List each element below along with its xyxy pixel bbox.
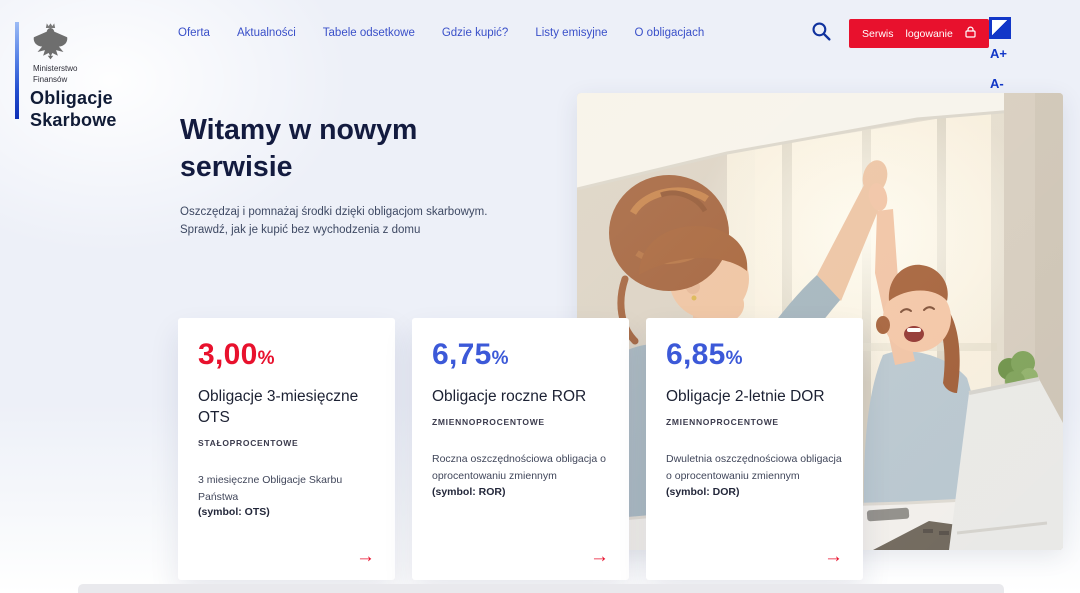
card-description: Roczna oszczędnościowa obligacja o oproc… (432, 452, 606, 483)
arrow-right-icon[interactable]: → (590, 546, 609, 567)
card-title: Obligacje roczne ROR (432, 388, 587, 405)
hero-subtitle: Oszczędzaj i pomnażaj środki dzięki obli… (180, 206, 488, 237)
nav-item-aktualnosci[interactable]: Aktualności (236, 27, 296, 39)
card-symbol: (symbol: OTS) (198, 506, 270, 519)
card-type-label: ZMIENNOPROCENTOWE (666, 416, 779, 427)
next-section-edge (78, 584, 1004, 593)
card-type-label: STAŁOPROCENTOWE (198, 437, 299, 448)
card-dor[interactable]: 6,85% Obligacje 2-letnie DOR ZMIENNOPROC… (646, 318, 863, 580)
card-type-label: ZMIENNOPROCENTOWE (432, 416, 545, 427)
rate-value: 3,00% (198, 338, 275, 371)
nav-item-o-obligacjach[interactable]: O obligacjach (634, 27, 705, 39)
padlock-icon (965, 26, 976, 41)
font-decrease-button[interactable]: A- (990, 76, 1020, 91)
page-title: Witamy w nowym serwisie (180, 114, 418, 184)
brand-title: Obligacje Skarbowe (30, 88, 117, 130)
card-description: 3 miesięczne Obligacje Skarbu Państwa (198, 473, 343, 504)
card-title: Obligacje 2-letnie DOR (666, 388, 825, 405)
card-ots[interactable]: 3,00% Obligacje 3-miesięczne OTS STAŁOPR… (178, 318, 395, 580)
search-button[interactable] (809, 21, 833, 45)
card-description: Dwuletnia oszczędnościowa obligacja o op… (666, 452, 842, 483)
serwis-login-button[interactable]: Serwis logowanie (849, 19, 989, 48)
ministry-label: Ministerstwo Finansów (33, 64, 78, 85)
arrow-right-icon[interactable]: → (356, 546, 375, 567)
card-symbol: (symbol: DOR) (666, 485, 740, 498)
search-icon (811, 22, 832, 45)
nav-item-listy-emisyjne[interactable]: Listy emisyjne (535, 27, 608, 39)
serwis-label: Serwis (862, 27, 894, 40)
nav-item-tabele-odsetkowe[interactable]: Tabele odsetkowe (322, 27, 415, 39)
card-symbol: (symbol: ROR) (432, 485, 506, 498)
login-label: logowanie (905, 27, 953, 40)
offer-cards: 3,00% Obligacje 3-miesięczne OTS STAŁOPR… (178, 318, 863, 580)
card-ror[interactable]: 6,75% Obligacje roczne ROR ZMIENNOPROCEN… (412, 318, 629, 580)
card-title: Obligacje 3-miesięczne OTS (198, 388, 359, 426)
main-nav: Oferta Aktualności Tabele odsetkowe Gdzi… (178, 27, 704, 39)
rate-value: 6,85% (666, 338, 743, 371)
font-increase-button[interactable]: A+ (990, 46, 1020, 61)
contrast-toggle-icon[interactable] (989, 17, 1011, 39)
polish-eagle-icon (32, 20, 69, 60)
nav-item-gdzie-kupic[interactable]: Gdzie kupić? (441, 27, 509, 39)
brand-accent-bar (15, 22, 19, 119)
rate-value: 6,75% (432, 338, 509, 371)
arrow-right-icon[interactable]: → (824, 546, 843, 567)
nav-item-oferta[interactable]: Oferta (178, 27, 210, 39)
